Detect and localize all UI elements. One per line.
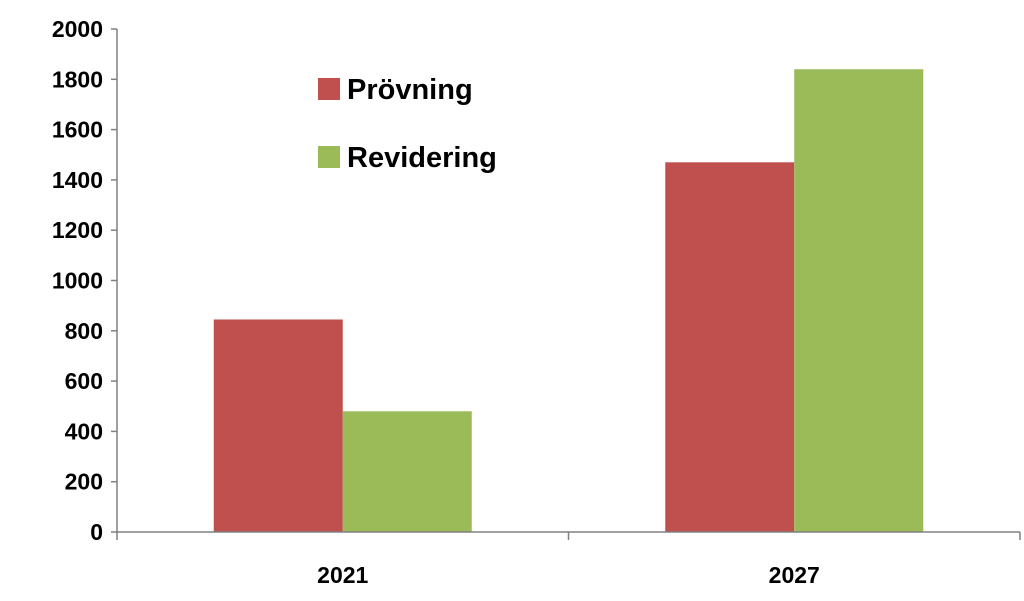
y-tick-label-1000: 1000 <box>52 268 103 294</box>
y-tick-label-200: 200 <box>65 469 103 495</box>
bars <box>213 69 924 533</box>
y-tick-label-1600: 1600 <box>52 117 103 143</box>
y-axis-ticks: 0 200 400 600 800 1000 1200 1400 1600 1800 2000 <box>52 16 117 545</box>
y-tick-label-1800: 1800 <box>52 66 103 92</box>
x-axis-ticks: 2021 2027 <box>116 532 1021 588</box>
y-tick-label-0: 0 <box>90 519 103 545</box>
y-tick-label-1400: 1400 <box>52 167 103 193</box>
legend-swatch-provning <box>318 78 340 100</box>
legend-label-provning: Prövning <box>347 74 473 106</box>
bar-revidering-2021 <box>342 411 472 532</box>
x-tick-label-2027: 2027 <box>769 562 820 588</box>
x-tick-label-2021: 2021 <box>317 562 368 588</box>
y-tick-label-1200: 1200 <box>52 217 103 243</box>
bar-pr-vning-2021 <box>213 319 343 532</box>
y-tick-label-800: 800 <box>65 318 103 344</box>
legend: Prövning Revidering <box>318 74 497 174</box>
legend-item-provning: Prövning <box>318 74 473 106</box>
legend-swatch-revidering <box>318 146 340 168</box>
y-tick-label-600: 600 <box>65 368 103 394</box>
y-tick-label-2000: 2000 <box>52 16 103 42</box>
bar-revidering-2027 <box>794 69 924 533</box>
bar-pr-vning-2027 <box>665 162 795 533</box>
legend-item-revidering: Revidering <box>318 142 497 174</box>
y-tick-label-400: 400 <box>65 418 103 444</box>
legend-label-revidering: Revidering <box>347 142 497 174</box>
